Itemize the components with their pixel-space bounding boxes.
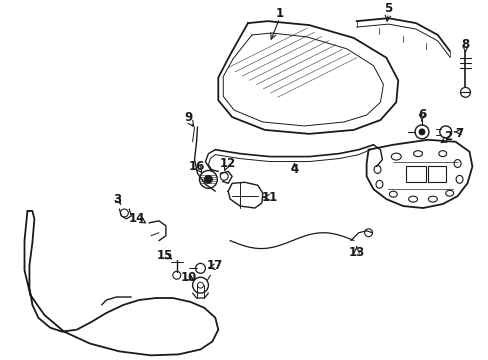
Text: 11: 11 [261,191,277,204]
Text: 10: 10 [180,271,196,284]
Text: 13: 13 [348,246,364,259]
Text: 1: 1 [275,7,283,20]
Text: 9: 9 [184,111,192,123]
Circle shape [204,175,212,183]
Text: 14: 14 [129,212,145,225]
Text: 5: 5 [384,2,392,15]
Text: 7: 7 [454,127,463,140]
Text: 15: 15 [156,249,173,262]
Bar [427,166,445,182]
Text: 8: 8 [460,39,468,51]
Text: 6: 6 [417,108,425,121]
Circle shape [418,129,424,135]
Text: 12: 12 [220,157,236,170]
Text: 3: 3 [113,193,121,206]
Text: 2: 2 [443,130,451,143]
Text: 17: 17 [206,259,222,272]
Text: 16: 16 [188,160,204,173]
Text: 4: 4 [290,163,298,176]
Bar [406,166,425,182]
